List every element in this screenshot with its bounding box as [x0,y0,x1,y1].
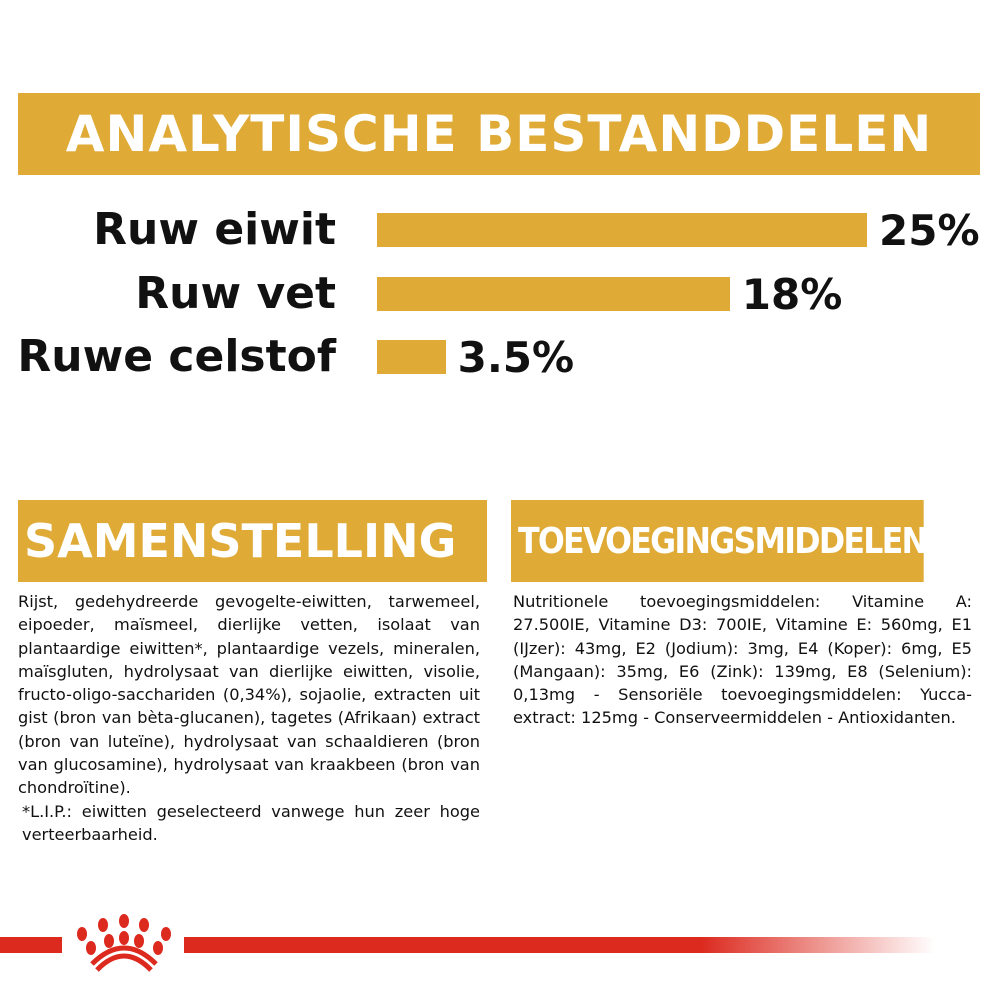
heading-text: TOEVOEGINGSMIDDELEN [518,520,928,562]
bar-label: Ruwe celstof [17,331,336,382]
section-title-analytische-bestanddelen: ANALYTISCHE BESTANDDELEN [18,93,980,175]
composition-text: Rijst, gedehydreerde gevogelte-eiwitten,… [18,590,480,846]
bar-label: Ruw eiwit [93,204,336,255]
heading-samenstelling: SAMENSTELLING [18,500,487,582]
crown-paw-logo [62,912,184,974]
heading-toevoegingsmiddelen: TOEVOEGINGSMIDDELEN (/kg) [511,500,980,582]
heading-unit: (/kg) [933,536,981,560]
bar-label: Ruw vet [135,268,336,319]
composition-footnote: *L.I.P.: eiwitten geselecteerd vanwege h… [22,801,480,844]
bar-value-label: 3.5% [457,333,575,382]
bar [377,340,446,374]
bar-value-label: 25% [879,206,980,255]
composition-body: Rijst, gedehydreerde gevogelte-eiwitten,… [18,592,480,798]
additives-text: Nutritionele toevoegingsmiddelen: Vitami… [513,592,972,728]
bar [377,277,730,311]
bar-value-label: 18% [741,270,843,319]
bar [377,213,867,247]
brand-red-line [0,937,935,953]
